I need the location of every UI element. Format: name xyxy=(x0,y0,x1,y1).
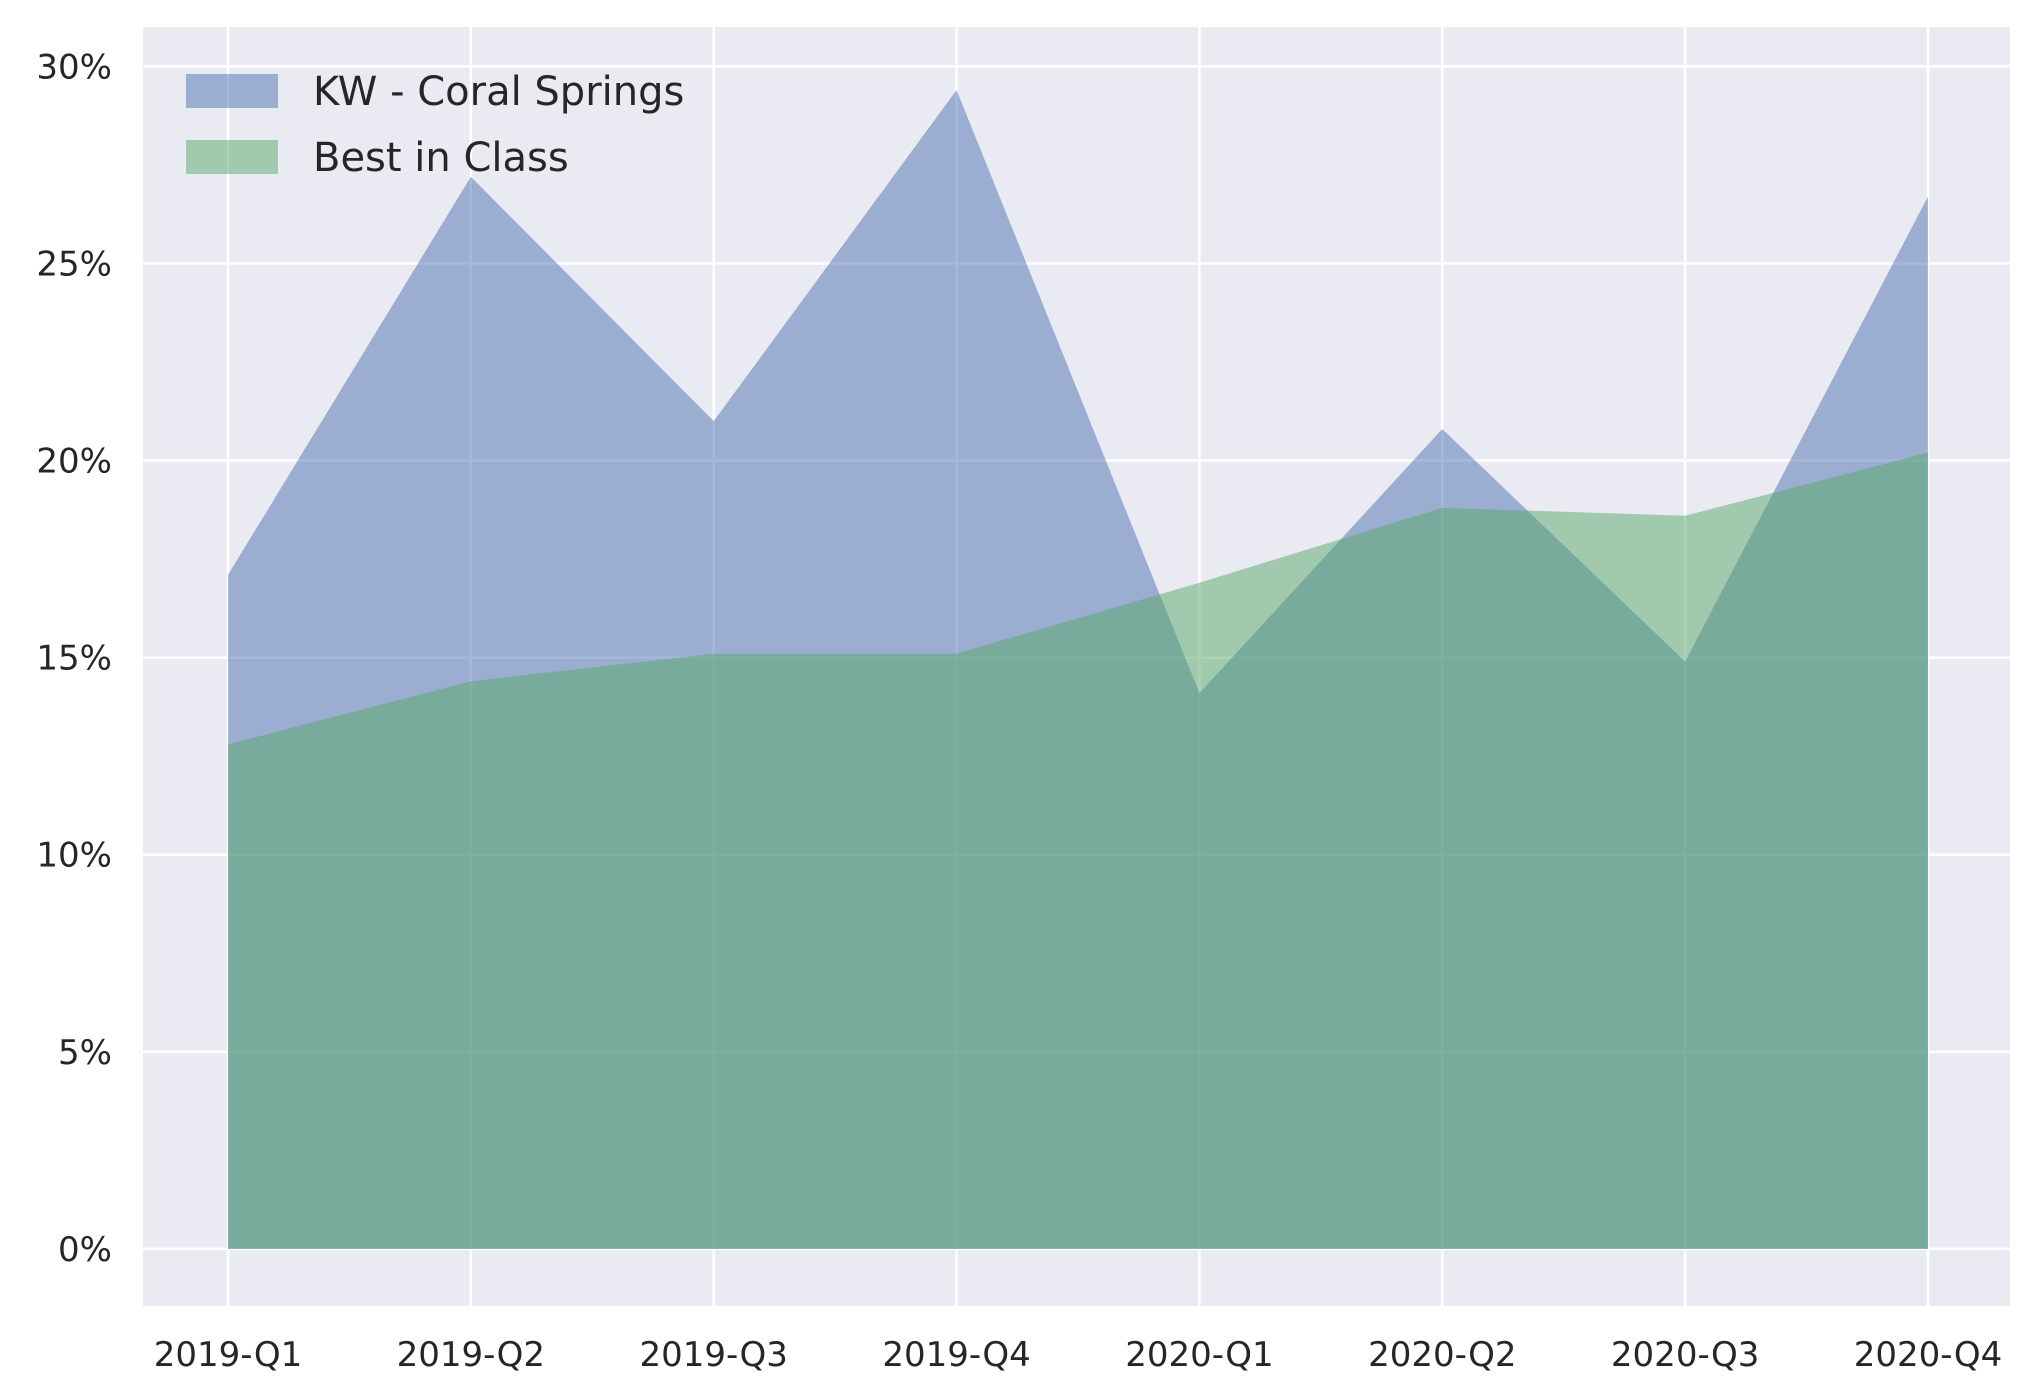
x-tick-label: 2020-Q3 xyxy=(1611,1335,1759,1375)
x-tick-label: 2019-Q2 xyxy=(397,1335,545,1375)
y-tick-label: 15% xyxy=(36,639,112,679)
legend-swatch xyxy=(186,74,278,108)
y-tick-label: 30% xyxy=(36,47,112,87)
y-axis-tick-labels: 0% 5% 10% 15% 20% 25% 30% xyxy=(36,47,112,1269)
x-tick-label: 2019-Q3 xyxy=(639,1335,787,1375)
x-tick-label: 2020-Q2 xyxy=(1368,1335,1516,1375)
x-tick-label: 2019-Q1 xyxy=(154,1335,302,1375)
legend-swatch xyxy=(186,140,278,174)
x-tick-label: 2020-Q4 xyxy=(1854,1335,2002,1375)
legend-label: KW - Coral Springs xyxy=(313,69,684,115)
y-tick-label: 0% xyxy=(58,1230,112,1270)
area-series-2 xyxy=(228,452,1928,1249)
x-tick-label: 2020-Q1 xyxy=(1125,1335,1273,1375)
y-tick-label: 10% xyxy=(36,836,112,876)
series-areas xyxy=(228,90,1928,1249)
y-tick-label: 5% xyxy=(58,1033,112,1073)
y-tick-label: 25% xyxy=(36,244,112,284)
legend-label: Best in Class xyxy=(313,135,569,181)
x-tick-label: 2019-Q4 xyxy=(882,1335,1030,1375)
y-tick-label: 20% xyxy=(36,442,112,482)
legend: KW - Coral Springs Best in Class xyxy=(186,69,684,181)
x-axis-tick-labels: 2019-Q1 2019-Q2 2019-Q3 2019-Q4 2020-Q1 2020-… xyxy=(154,1335,2002,1375)
